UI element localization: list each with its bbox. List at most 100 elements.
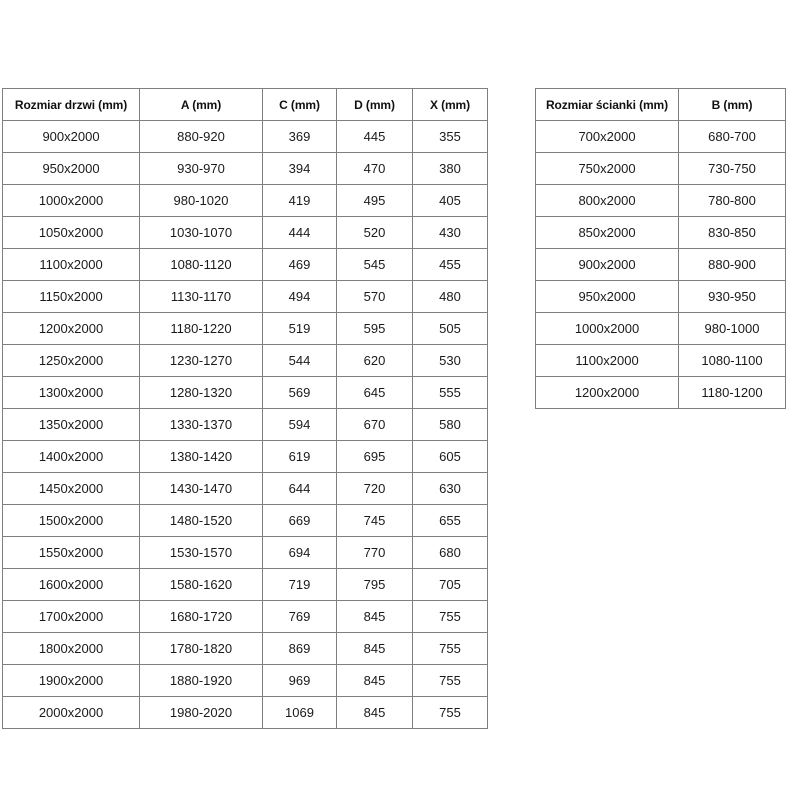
doors-cell: 1400x2000	[2, 440, 140, 473]
doors-cell: 394	[262, 152, 337, 185]
wall-table-body: 700x2000 680-700 750x2000 730-750 800x2000 78…	[535, 120, 786, 409]
doors-cell: 619	[262, 440, 337, 473]
wall-cell: 1100x2000	[535, 344, 679, 377]
doors-table-row: 1250x2000 1230-1270 544 620 530	[2, 344, 488, 377]
doors-cell: 670	[336, 408, 413, 441]
doors-cell: 369	[262, 120, 337, 153]
wall-cell: 1080-1100	[678, 344, 786, 377]
doors-cell: 520	[336, 216, 413, 249]
doors-cell: 1300x2000	[2, 376, 140, 409]
doors-cell: 1280-1320	[139, 376, 263, 409]
doors-size-table: Rozmiar drzwi (mm) A (mm) C (mm) D (mm) X (m…	[2, 88, 488, 729]
doors-table-row: 1450x2000 1430-1470 644 720 630	[2, 472, 488, 505]
doors-cell: 519	[262, 312, 337, 345]
wall-size-table-container: Rozmiar ścianki (mm) B (mm) 700x2000 680-7…	[535, 88, 786, 409]
doors-cell: 655	[412, 504, 488, 537]
doors-cell: 1880-1920	[139, 664, 263, 697]
doors-cell: 980-1020	[139, 184, 263, 217]
doors-cell: 1680-1720	[139, 600, 263, 633]
doors-size-table-container: Rozmiar drzwi (mm) A (mm) C (mm) D (mm) X (m…	[2, 88, 488, 729]
doors-cell: 1030-1070	[139, 216, 263, 249]
doors-cell: 1050x2000	[2, 216, 140, 249]
doors-cell: 355	[412, 120, 488, 153]
doors-cell: 530	[412, 344, 488, 377]
doors-cell: 1530-1570	[139, 536, 263, 569]
doors-cell: 755	[412, 632, 488, 665]
doors-cell: 580	[412, 408, 488, 441]
doors-cell: 1780-1820	[139, 632, 263, 665]
doors-cell: 1600x2000	[2, 568, 140, 601]
doors-table-row: 1550x2000 1530-1570 694 770 680	[2, 536, 488, 569]
doors-cell: 930-970	[139, 152, 263, 185]
doors-cell: 495	[336, 184, 413, 217]
wall-cell: 850x2000	[535, 216, 679, 249]
doors-table-row: 950x2000 930-970 394 470 380	[2, 152, 488, 185]
doors-cell: 755	[412, 600, 488, 633]
doors-cell: 2000x2000	[2, 696, 140, 729]
doors-cell: 1450x2000	[2, 472, 140, 505]
wall-table-header-row: Rozmiar ścianki (mm) B (mm)	[535, 88, 786, 121]
doors-cell: 1350x2000	[2, 408, 140, 441]
doors-table-row: 1800x2000 1780-1820 869 845 755	[2, 632, 488, 665]
wall-cell: 950x2000	[535, 280, 679, 313]
doors-cell: 969	[262, 664, 337, 697]
doors-cell: 595	[336, 312, 413, 345]
doors-cell: 1550x2000	[2, 536, 140, 569]
doors-cell: 1100x2000	[2, 248, 140, 281]
doors-table-row: 1150x2000 1130-1170 494 570 480	[2, 280, 488, 313]
wall-cell: 730-750	[678, 152, 786, 185]
doors-cell: 1500x2000	[2, 504, 140, 537]
doors-cell: 470	[336, 152, 413, 185]
doors-cell: 1480-1520	[139, 504, 263, 537]
wall-table-row: 1000x2000 980-1000	[535, 312, 786, 345]
doors-cell: 869	[262, 632, 337, 665]
doors-table-row: 1100x2000 1080-1120 469 545 455	[2, 248, 488, 281]
doors-cell: 695	[336, 440, 413, 473]
wall-cell: 830-850	[678, 216, 786, 249]
doors-cell: 1700x2000	[2, 600, 140, 633]
wall-column-header: Rozmiar ścianki (mm)	[535, 88, 679, 121]
doors-column-header: A (mm)	[139, 88, 263, 121]
doors-cell: 845	[336, 632, 413, 665]
doors-table-head: Rozmiar drzwi (mm) A (mm) C (mm) D (mm) X (m…	[2, 88, 488, 121]
doors-cell: 1230-1270	[139, 344, 263, 377]
doors-cell: 444	[262, 216, 337, 249]
doors-cell: 569	[262, 376, 337, 409]
doors-column-header: D (mm)	[336, 88, 413, 121]
doors-cell: 455	[412, 248, 488, 281]
doors-cell: 1980-2020	[139, 696, 263, 729]
doors-cell: 1430-1470	[139, 472, 263, 505]
doors-cell: 445	[336, 120, 413, 153]
doors-cell: 880-920	[139, 120, 263, 153]
wall-table-row: 800x2000 780-800	[535, 184, 786, 217]
doors-table-row: 2000x2000 1980-2020 1069 845 755	[2, 696, 488, 729]
doors-cell: 1000x2000	[2, 184, 140, 217]
wall-table-row: 900x2000 880-900	[535, 248, 786, 281]
doors-cell: 1380-1420	[139, 440, 263, 473]
wall-size-table: Rozmiar ścianki (mm) B (mm) 700x2000 680-7…	[535, 88, 786, 409]
doors-cell: 605	[412, 440, 488, 473]
doors-table-row: 1500x2000 1480-1520 669 745 655	[2, 504, 488, 537]
doors-cell: 694	[262, 536, 337, 569]
doors-table-row: 1400x2000 1380-1420 619 695 605	[2, 440, 488, 473]
doors-cell: 1250x2000	[2, 344, 140, 377]
doors-cell: 900x2000	[2, 120, 140, 153]
doors-cell: 380	[412, 152, 488, 185]
doors-cell: 1150x2000	[2, 280, 140, 313]
doors-table-row: 1050x2000 1030-1070 444 520 430	[2, 216, 488, 249]
wall-table-row: 950x2000 930-950	[535, 280, 786, 313]
doors-column-header: X (mm)	[412, 88, 488, 121]
doors-cell: 770	[336, 536, 413, 569]
doors-table-row: 1700x2000 1680-1720 769 845 755	[2, 600, 488, 633]
doors-cell: 555	[412, 376, 488, 409]
doors-cell: 1130-1170	[139, 280, 263, 313]
doors-cell: 950x2000	[2, 152, 140, 185]
doors-cell: 419	[262, 184, 337, 217]
doors-cell: 1900x2000	[2, 664, 140, 697]
wall-cell: 800x2000	[535, 184, 679, 217]
doors-cell: 769	[262, 600, 337, 633]
doors-cell: 1080-1120	[139, 248, 263, 281]
wall-cell: 750x2000	[535, 152, 679, 185]
wall-cell: 680-700	[678, 120, 786, 153]
doors-cell: 719	[262, 568, 337, 601]
